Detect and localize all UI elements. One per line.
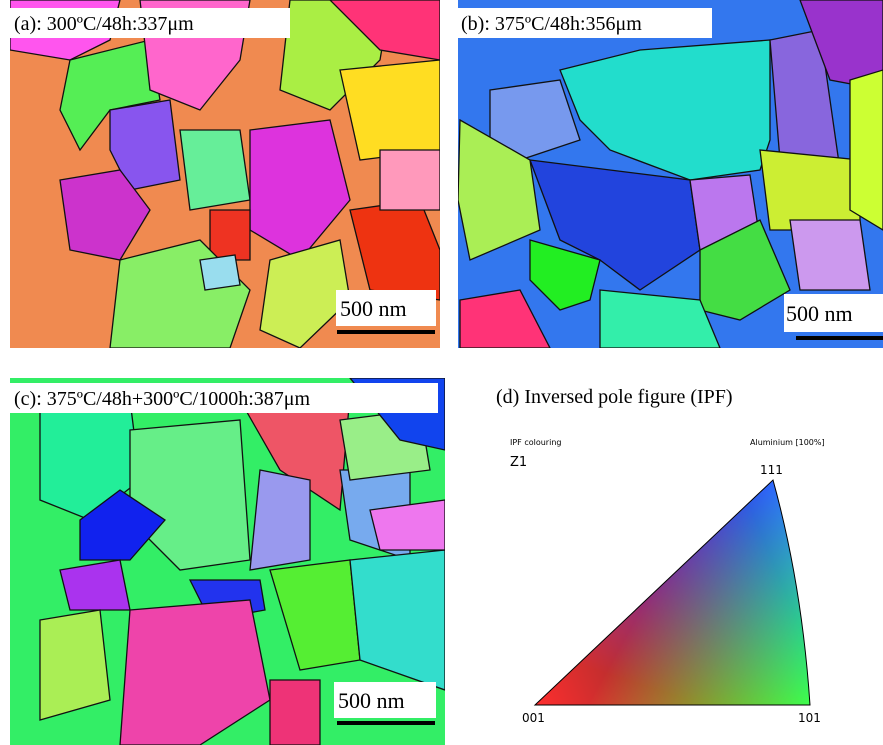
scale-bar-label: 500 nm [338, 688, 405, 713]
panel-label: (c): 375ºC/48h+300ºC/1000h:387μm [14, 388, 311, 410]
material-label: Aluminium [100%] [750, 438, 825, 447]
scale-bar [337, 721, 435, 725]
ipf-colouring-label: IPF colouring [510, 438, 561, 447]
vertex-label: 101 [798, 711, 821, 725]
scale-bar [337, 330, 435, 334]
ipf-title: (d) Inversed pole figure (IPF) [496, 386, 733, 408]
scale-bar [796, 336, 883, 340]
scale-bar-label: 500 nm [340, 296, 407, 321]
scale-bar-label: 500 nm [786, 301, 853, 326]
figure: (a): 300ºC/48h:337μm 500 nm (b): 375ºC/4… [0, 0, 883, 745]
panel-label: (a): 300ºC/48h:337μm [14, 13, 194, 35]
vertex-label: 001 [522, 711, 545, 725]
vertex-label: 111 [760, 463, 783, 477]
ipf-triangle [535, 480, 810, 705]
panel-label: (b): 375ºC/48h:356μm [461, 13, 642, 35]
axis-label: Z1 [510, 455, 527, 470]
